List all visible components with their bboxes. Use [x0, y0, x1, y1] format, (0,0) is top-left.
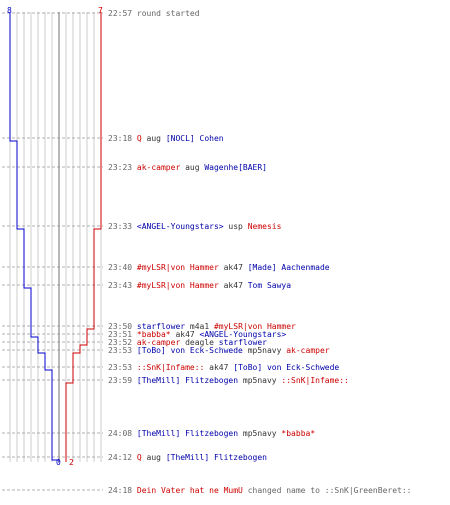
event-text-part: mp5navy: [243, 346, 286, 355]
event-text-part: *babba*: [137, 330, 171, 339]
event-time: 24:18: [108, 486, 137, 495]
event-time: 23:59: [108, 376, 137, 385]
event-text-part: ak47: [171, 330, 200, 339]
event-time: 23:23: [108, 163, 137, 172]
event-time: 23:50: [108, 322, 137, 331]
event-text-part: starflower: [137, 322, 185, 331]
event-text-part: [TheMill] Flitzebogen: [166, 453, 267, 462]
event-text-part: #myLSR|von Hammer: [137, 263, 219, 272]
event-row: 24:12 Q aug [TheMill] Flitzebogen: [108, 453, 267, 462]
team-right-start-count: 7: [98, 6, 103, 15]
event-text-part: ::SnK|Infame::: [281, 376, 348, 385]
event-text-part: m4a1: [185, 322, 214, 331]
team-left-end-count: 0: [56, 458, 61, 467]
event-text-part: deagle: [180, 338, 219, 347]
event-text-part: #myLSR|von Hammer: [214, 322, 296, 331]
team-right-count-line: [65, 12, 102, 462]
event-row: 23:59 [TheMill] Flitzebogen mp5navy ::Sn…: [108, 376, 349, 385]
event-row: 24:18 Dein Vater hat ne MumU changed nam…: [108, 486, 411, 495]
event-text-part: starflower: [219, 338, 267, 347]
event-text-part: Dein Vater hat ne MumU: [137, 486, 243, 495]
event-text-part: aug: [180, 163, 204, 172]
event-time: 23:51: [108, 330, 137, 339]
event-row: 23:51 *babba* ak47 <ANGEL-Youngstars>: [108, 330, 286, 339]
event-text-part: [TheMill] Flitzebogen: [137, 429, 238, 438]
event-row: 23:40 #myLSR|von Hammer ak47 [Made] Aach…: [108, 263, 330, 272]
event-text-part: Tom Sawya: [248, 281, 292, 290]
event-text-part: Q: [137, 134, 142, 143]
team-right-end-count: 2: [69, 458, 74, 467]
event-text-part: <ANGEL-Youngstars>: [200, 330, 287, 339]
event-list: 22:57 round started 23:18 Q aug [NOCL] Co…: [108, 9, 411, 495]
event-row: 23:33 <ANGEL-Youngstars> usp Nemesis: [108, 222, 282, 231]
event-row: 23:43 #myLSR|von Hammer ak47 Tom Sawya: [108, 281, 291, 290]
event-row: 23:53 ::SnK|Infame:: ak47 [ToBo] von Eck…: [108, 363, 339, 372]
team-left-count-line: [9, 12, 59, 461]
event-text-part: ::SnK|GreenBeret::: [325, 486, 412, 495]
event-text-part: Q: [137, 453, 142, 462]
event-text-part: [Made] Aachenmade: [248, 263, 330, 272]
event-text-part: aug: [142, 134, 166, 143]
event-text-part: <ANGEL-Youngstars>: [137, 222, 224, 231]
event-text-part: *babba*: [281, 429, 315, 438]
event-row: 23:52 ak-camper deagle starflower: [108, 338, 267, 347]
event-text-part: mp5navy: [238, 429, 281, 438]
event-time: 23:52: [108, 338, 137, 347]
event-text-part: [ToBo] von Eck-Schwede: [233, 363, 339, 372]
event-time: 23:18: [108, 134, 137, 143]
event-time: 23:40: [108, 263, 137, 272]
event-text-part: mp5navy: [238, 376, 281, 385]
event-text-part: [NOCL] Cohen: [166, 134, 224, 143]
event-text-part: changed name to: [243, 486, 325, 495]
event-row: 23:53 [ToBo] von Eck-Schwede mp5navy ak-…: [108, 346, 330, 355]
event-row: 23:18 Q aug [NOCL] Cohen: [108, 134, 224, 143]
event-time: 23:53: [108, 363, 137, 372]
event-text-part: ak47: [219, 281, 248, 290]
event-text-part: [TheMill] Flitzebogen: [137, 376, 238, 385]
event-text-part: [ToBo] von Eck-Schwede: [137, 346, 243, 355]
event-text-part: #myLSR|von Hammer: [137, 281, 219, 290]
event-row: 23:50 starflower m4a1 #myLSR|von Hammer: [108, 322, 296, 331]
event-text-part: ak47: [219, 263, 248, 272]
event-time: 24:12: [108, 453, 137, 462]
event-text-part: round started: [137, 9, 200, 18]
event-text-part: usp: [224, 222, 248, 231]
event-text-part: ::SnK|Infame::: [137, 363, 204, 372]
event-time: 22:57: [108, 9, 137, 18]
event-text-part: ak-camper: [137, 338, 181, 347]
event-row: 23:23 ak-camper aug Wagenhe[BAER]: [108, 163, 267, 172]
event-time: 23:53: [108, 346, 137, 355]
event-text-part: aug: [142, 453, 166, 462]
event-text-part: ak-camper: [286, 346, 330, 355]
event-text-part: ak-camper: [137, 163, 181, 172]
event-time: 23:33: [108, 222, 137, 231]
event-text-part: Wagenhe[BAER]: [204, 163, 267, 172]
team-left-start-count: 8: [7, 6, 12, 15]
event-time: 24:08: [108, 429, 137, 438]
event-text-part: ak47: [204, 363, 233, 372]
event-row: 22:57 round started: [108, 9, 200, 18]
event-text-part: Nemesis: [248, 222, 282, 231]
event-time: 23:43: [108, 281, 137, 290]
event-row: 24:08 [TheMill] Flitzebogen mp5navy *bab…: [108, 429, 315, 438]
